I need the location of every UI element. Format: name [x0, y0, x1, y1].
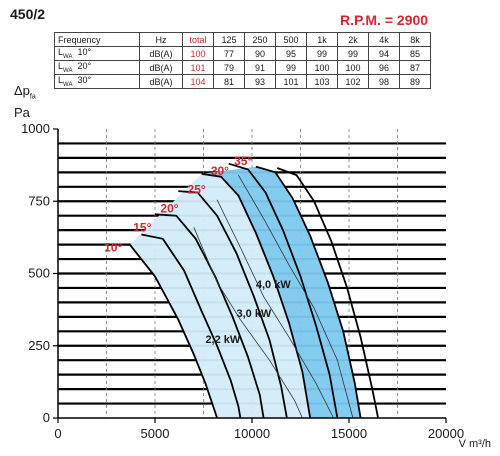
row-total: 101 — [183, 61, 214, 75]
y-axis-title: Δpfa Pa — [14, 83, 36, 120]
row-total: 100 — [183, 47, 214, 61]
angle-label: 15° — [133, 220, 151, 234]
angle-label: 30° — [211, 164, 229, 178]
header-8k: 8k — [400, 33, 431, 47]
cell: 100 — [338, 61, 369, 75]
row-unit: dB(A) — [140, 75, 183, 89]
header-total: total — [183, 33, 214, 47]
cell: 99 — [338, 47, 369, 61]
x-axis-title: V m³/h — [459, 438, 491, 450]
cell: 102 — [338, 75, 369, 89]
header-250: 250 — [245, 33, 276, 47]
y-tick-label: 500 — [28, 266, 50, 281]
angle-label: 10° — [104, 240, 122, 254]
angle-label: 25° — [188, 183, 206, 197]
cell: 94 — [369, 47, 400, 61]
table-row: LWA 30° dB(A) 104 81 93 101 103 102 98 8… — [55, 75, 431, 89]
x-tick-label: 15000 — [331, 426, 367, 441]
y-axis-unit: Pa — [14, 105, 30, 120]
cell: 96 — [369, 61, 400, 75]
x-tick-label: 0 — [54, 426, 61, 441]
row-unit: dB(A) — [140, 47, 183, 61]
header-2k: 2k — [338, 33, 369, 47]
angle-label: 35° — [234, 154, 252, 168]
row-label: LWA 20° — [55, 61, 140, 75]
y-axis-subscript: fa — [30, 94, 36, 101]
y-tick-label: 750 — [28, 193, 50, 208]
header-500: 500 — [276, 33, 307, 47]
noise-table-header-row: Frequency Hz total 125 250 500 1k 2k 4k … — [55, 33, 431, 47]
y-axis-symbol: Δp — [14, 83, 30, 98]
header-frequency: Frequency — [55, 33, 140, 47]
header-hz: Hz — [140, 33, 183, 47]
cell: 100 — [307, 61, 338, 75]
row-unit: dB(A) — [140, 61, 183, 75]
cell: 101 — [276, 75, 307, 89]
model-title: 450/2 — [10, 6, 45, 22]
cell: 99 — [307, 47, 338, 61]
noise-table: Frequency Hz total 125 250 500 1k 2k 4k … — [54, 32, 431, 89]
y-tick-label: 0 — [43, 410, 50, 425]
y-tick-label: 1000 — [21, 121, 50, 136]
table-row: LWA 20° dB(A) 101 79 91 99 100 100 96 87 — [55, 61, 431, 75]
header-1k: 1k — [307, 33, 338, 47]
cell: 89 — [400, 75, 431, 89]
cell: 98 — [369, 75, 400, 89]
cell: 95 — [276, 47, 307, 61]
y-tick-label: 250 — [28, 338, 50, 353]
cell: 103 — [307, 75, 338, 89]
power-label: 3,0 kW — [236, 308, 271, 320]
cell: 93 — [245, 75, 276, 89]
row-total: 104 — [183, 75, 214, 89]
cell: 81 — [214, 75, 245, 89]
rpm-label: R.P.M. = 2900 — [340, 12, 428, 28]
angle-label: 20° — [160, 201, 178, 215]
header-4k: 4k — [369, 33, 400, 47]
cell: 85 — [400, 47, 431, 61]
power-label: 4,0 kW — [256, 279, 291, 291]
x-tick-label: 10000 — [234, 426, 270, 441]
table-row: LWA 10° dB(A) 100 77 90 95 99 99 94 85 — [55, 47, 431, 61]
x-tick-label: 5000 — [141, 426, 170, 441]
row-label: LWA 30° — [55, 75, 140, 89]
cell: 79 — [214, 61, 245, 75]
cell: 90 — [245, 47, 276, 61]
power-label: 2,2 kW — [205, 334, 240, 346]
cell: 87 — [400, 61, 431, 75]
row-label: LWA 10° — [55, 47, 140, 61]
cell: 99 — [276, 61, 307, 75]
cell: 91 — [245, 61, 276, 75]
header-125: 125 — [214, 33, 245, 47]
cell: 77 — [214, 47, 245, 61]
